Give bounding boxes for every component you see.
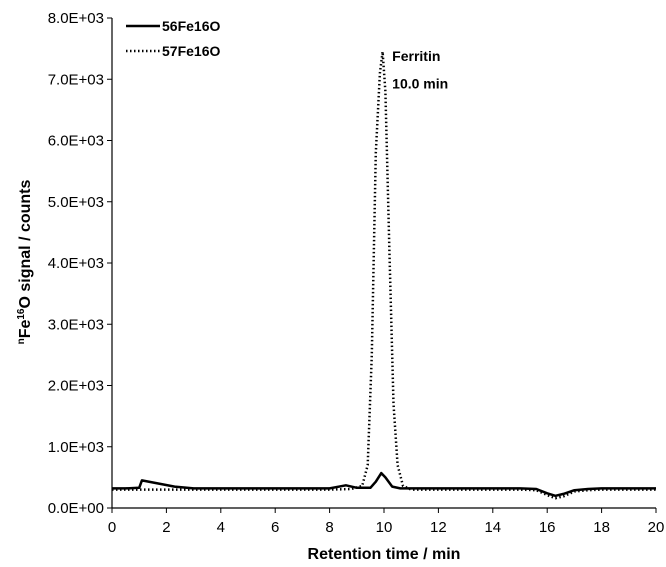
x-tick-label: 12: [430, 519, 447, 536]
y-tick-label: 4.0E+03: [48, 255, 104, 272]
x-tick-label: 6: [271, 519, 279, 536]
legend-label-57fe16o: 57Fe16O: [162, 43, 220, 59]
x-tick-label: 2: [162, 519, 170, 536]
y-tick-label: 2.0E+03: [48, 378, 104, 395]
y-tick-label: 8.0E+03: [48, 10, 104, 27]
y-tick-label: 5.0E+03: [48, 194, 104, 211]
y-axis-title: nFe16O signal / counts: [16, 179, 34, 344]
x-axis-title: Retention time / min: [308, 546, 461, 563]
y-tick-label: 3.0E+03: [48, 316, 104, 333]
peak-annotation: 10.0 min: [392, 75, 448, 91]
x-tick-label: 18: [593, 519, 610, 536]
x-tick-label: 8: [325, 519, 333, 536]
ticks: 0 2 4 6 8 10 12 14 16 18 20 0.0E+00 1.0E+03 2.0E+03 3.…: [48, 10, 665, 536]
y-axis-title-main: Fe: [17, 320, 34, 339]
x-tick-label: 10: [376, 519, 393, 536]
y-axis-title-prefix: n: [16, 338, 27, 344]
x-tick-label: 0: [108, 519, 116, 536]
series-line-56fe16o: [112, 471, 656, 498]
x-tick-label: 4: [217, 519, 225, 536]
series-line-57fe16o: [112, 50, 656, 500]
x-tick-label: 14: [484, 519, 501, 536]
legend: 56Fe16O 57Fe16O: [126, 18, 220, 59]
y-tick-label: 1.0E+03: [48, 439, 104, 456]
y-tick-label: 7.0E+03: [48, 71, 104, 88]
legend-label-56fe16o: 56Fe16O: [162, 18, 220, 34]
peak-annotation: Ferritin: [392, 48, 440, 64]
plot-lines: [112, 50, 656, 500]
y-tick-label: 6.0E+03: [48, 133, 104, 150]
annotations: Ferritin 10.0 min: [392, 48, 448, 92]
x-tick-label: 20: [648, 519, 665, 536]
x-tick-label: 16: [539, 519, 556, 536]
y-axis-title-sup: 16: [16, 308, 27, 320]
y-axis-title-rest: O signal / counts: [17, 179, 34, 308]
y-tick-label: 0.0E+00: [48, 500, 104, 517]
axes: [111, 18, 656, 509]
